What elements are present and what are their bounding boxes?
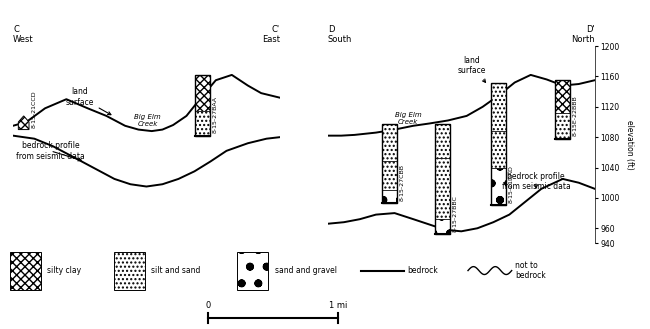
Bar	[237, 252, 268, 290]
Bar	[555, 80, 570, 113]
Bar	[382, 162, 396, 190]
Text: silty clay: silty clay	[47, 266, 81, 275]
Text: 8-15-27BAA: 8-15-27BAA	[213, 96, 218, 133]
Bar	[491, 167, 506, 206]
Bar	[382, 190, 396, 203]
Bar	[114, 252, 145, 290]
Bar	[555, 113, 570, 139]
Bar	[195, 111, 210, 136]
Text: D
South: D South	[328, 25, 352, 44]
Bar	[195, 75, 210, 111]
Text: C
West: C West	[13, 25, 34, 44]
Bar	[436, 123, 450, 159]
Text: 8-15E-22BBB: 8-15E-22BBB	[573, 96, 578, 137]
Bar	[436, 123, 450, 234]
Text: D'
North: D' North	[571, 25, 595, 44]
Text: land
surface: land surface	[458, 56, 486, 82]
Bar	[436, 159, 450, 219]
Bar	[491, 83, 506, 206]
Text: 1 mi: 1 mi	[329, 301, 347, 311]
Text: 8-15-21DAD: 8-15-21DAD	[509, 165, 514, 203]
Y-axis label: elevation (ft): elevation (ft)	[625, 120, 634, 170]
Text: bedrock: bedrock	[408, 266, 438, 275]
Text: bedrock profile
from seismic data: bedrock profile from seismic data	[502, 171, 571, 191]
Bar	[491, 131, 506, 167]
Text: sand and gravel: sand and gravel	[275, 266, 337, 275]
Text: 0: 0	[205, 301, 211, 311]
Text: 8-15-21CCD: 8-15-21CCD	[32, 90, 36, 128]
Text: 8-15-27CBB: 8-15-27CBB	[399, 164, 404, 201]
Text: C'
East: C' East	[262, 25, 280, 44]
Text: land
surface: land surface	[66, 88, 111, 115]
Text: Big Elm
Creek: Big Elm Creek	[135, 114, 161, 127]
Text: bedrock profile
from seismic data: bedrock profile from seismic data	[16, 141, 84, 161]
Bar	[491, 83, 506, 131]
Text: 8-15-27BBC: 8-15-27BBC	[452, 195, 458, 232]
Bar	[436, 219, 450, 234]
Bar	[195, 75, 210, 136]
Bar	[10, 252, 41, 290]
Text: not to
bedrock: not to bedrock	[515, 261, 545, 280]
Text: Big Elm
Creek: Big Elm Creek	[395, 112, 421, 125]
Text: silt and sand: silt and sand	[151, 266, 201, 275]
Bar	[382, 123, 396, 203]
Bar	[555, 80, 570, 139]
Polygon shape	[18, 116, 29, 130]
Bar	[382, 123, 396, 162]
